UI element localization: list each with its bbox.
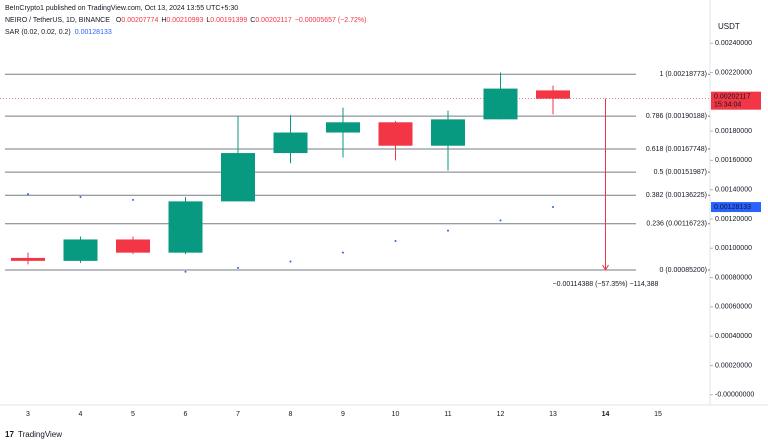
fib-label-bg [636, 167, 708, 178]
ohlc-prefix: C [250, 17, 255, 24]
x-tick-label: 3 [26, 411, 30, 418]
sar-dot [27, 193, 29, 196]
x-tick-label: 9 [341, 411, 345, 418]
fib-label-bg [636, 190, 708, 201]
x-tick-label: 11 [444, 411, 451, 418]
sar-dot [342, 251, 344, 254]
sar-dot [447, 229, 449, 232]
y-tick-label: 0.00020000 [715, 362, 752, 369]
published: BeInCrypto1 published on TradingView.com… [5, 5, 238, 12]
fib-label: 0.786 (0.00190188) [646, 113, 707, 120]
candle-body [378, 122, 413, 146]
candle-body [431, 119, 465, 146]
fib-label: 0.382 (0.00136225) [646, 192, 707, 199]
sar-name: SAR (0.02, 0.02, 0.2) [5, 29, 71, 36]
candle-body [11, 257, 45, 261]
fib-label-bg [636, 218, 708, 229]
x-tick-label: 15 [654, 411, 662, 418]
logo-text: TradingView [18, 430, 62, 439]
x-tick-label: 13 [549, 411, 557, 418]
price-label-bg [711, 91, 761, 110]
header: NEIRO / TetherUS, 1D, BINANCE O0.00207774… [5, 17, 366, 24]
axis-unit: USDT [718, 22, 740, 31]
fib-label: 0.5 (0.00151987) [654, 169, 707, 176]
y-tick-label: 0.00180000 [715, 128, 752, 135]
symbol: NEIRO / TetherUS, 1D, BINANCE [5, 17, 110, 24]
y-tick-label: 0.00140000 [715, 187, 752, 194]
sar-value: 0.00128133 [75, 29, 112, 36]
ohlc-value: 0.00210993 [166, 17, 203, 24]
sar-dot [237, 266, 239, 269]
y-tick-label: 0.00160000 [715, 157, 752, 164]
x-tick-label: 7 [236, 411, 240, 418]
measure-label: −0.00114388 (−57.35%) −114,388 [553, 281, 659, 288]
candle-body [63, 239, 98, 261]
ohlc-value: 0.00207774 [121, 17, 158, 24]
sar-header: SAR (0.02, 0.02, 0.2) 0.00128133 [5, 29, 112, 36]
y-tick-label: 0.00240000 [715, 40, 752, 47]
logo-mark: 17 [5, 430, 14, 439]
x-tick-label: 12 [497, 411, 505, 418]
measure-arrowhead [602, 264, 609, 271]
fib-label-bg [636, 144, 708, 155]
change: −0.00005657 (−2.72%) [295, 17, 367, 24]
ohlc-value: 0.00191399 [210, 17, 247, 24]
x-tick-label: 10 [392, 411, 400, 418]
countdown: 15:34:04 [714, 102, 741, 109]
sar-label-bg [711, 202, 761, 213]
candle-body [168, 201, 203, 253]
sar-label: 0.00128133 [714, 204, 751, 211]
candle-body [221, 153, 255, 202]
logo: 17 TradingView [5, 430, 62, 439]
ohlc-value: 0.00202117 [255, 17, 292, 24]
sar-dot [552, 206, 554, 209]
sar-dot [289, 260, 292, 263]
x-tick-label: 4 [79, 411, 83, 418]
y-tick-label: 0.00120000 [715, 216, 752, 223]
fib-label: 0.236 (0.00116723) [646, 221, 707, 228]
ohlc-prefix: L [206, 17, 210, 24]
candle-body [326, 122, 360, 133]
fib-label-bg [636, 69, 708, 80]
fib-label-bg [636, 111, 708, 122]
price-label: 0.00202117 [714, 94, 751, 101]
y-tick-label: 0.00080000 [715, 274, 752, 281]
fib-label-bg [636, 264, 708, 275]
sar-dot [184, 270, 187, 273]
fib-label: 0 (0.00085200) [660, 267, 707, 274]
y-tick-label: 0.00220000 [715, 69, 752, 76]
y-tick-label: 0.00100000 [715, 245, 752, 252]
fib-label: 1 (0.00218773) [660, 71, 707, 78]
candle-body [116, 239, 150, 253]
ohlc-prefix: H [161, 17, 166, 24]
sar-dot [499, 219, 502, 222]
x-tick-label: 5 [131, 411, 135, 418]
candle-body [273, 132, 308, 154]
sar-dot [79, 195, 82, 198]
x-tick-label: 6 [184, 411, 188, 418]
y-tick-label: 0.00040000 [715, 333, 752, 340]
x-tick-label: 14 [602, 411, 610, 418]
sar-dot [394, 239, 397, 242]
y-tick-label: 0.00060000 [715, 304, 752, 311]
sar-dot [132, 198, 134, 201]
candle-body [536, 90, 570, 99]
x-tick-label: 8 [289, 411, 293, 418]
fib-label: 0.618 (0.00167748) [646, 146, 707, 153]
ohlc-prefix: O [116, 17, 122, 24]
y-tick-label: -0.00000000 [715, 392, 754, 399]
candle-body [483, 88, 518, 120]
